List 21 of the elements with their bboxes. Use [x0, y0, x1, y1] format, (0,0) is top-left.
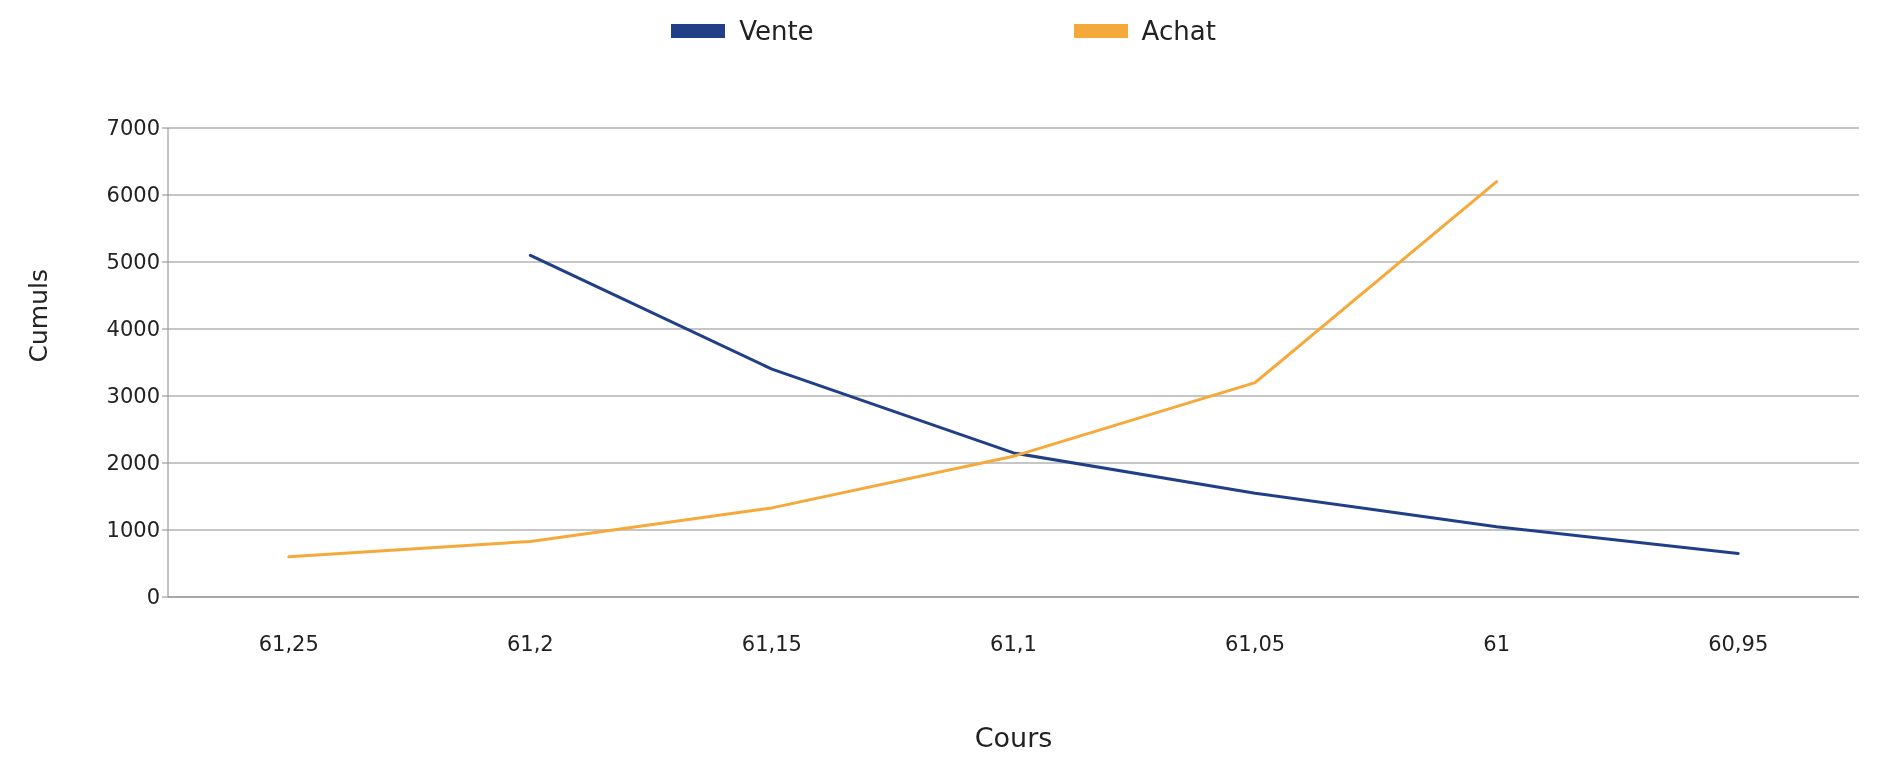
x-tick-label: 61,1: [990, 631, 1037, 656]
x-tick-label: 61,2: [506, 631, 554, 656]
y-tick-label: 6000: [106, 183, 160, 208]
line-series: [287, 180, 1499, 559]
x-tick-label: 61: [1483, 631, 1511, 656]
legend-label: Vente: [739, 16, 814, 46]
x-tick-label: 60,95: [1708, 631, 1769, 656]
x-tick-label: 61,25: [258, 631, 319, 656]
legend-label: Achat: [1141, 16, 1216, 46]
y-tick-label: 2000: [106, 451, 160, 476]
y-tick-label: 7000: [106, 116, 160, 141]
y-tick-label: 3000: [106, 384, 160, 409]
y-axis-title: Cumuls: [23, 269, 53, 363]
y-tick-label: 1000: [106, 518, 160, 543]
x-tick-label: 61,15: [741, 631, 802, 656]
x-tick-label: 61,05: [1225, 631, 1286, 656]
y-tick-label: 0: [146, 585, 160, 610]
y-tick-label: 5000: [106, 250, 160, 275]
line-series: [528, 253, 1740, 555]
x-axis-title: Cours: [974, 722, 1053, 753]
y-tick-label: 4000: [106, 317, 160, 342]
